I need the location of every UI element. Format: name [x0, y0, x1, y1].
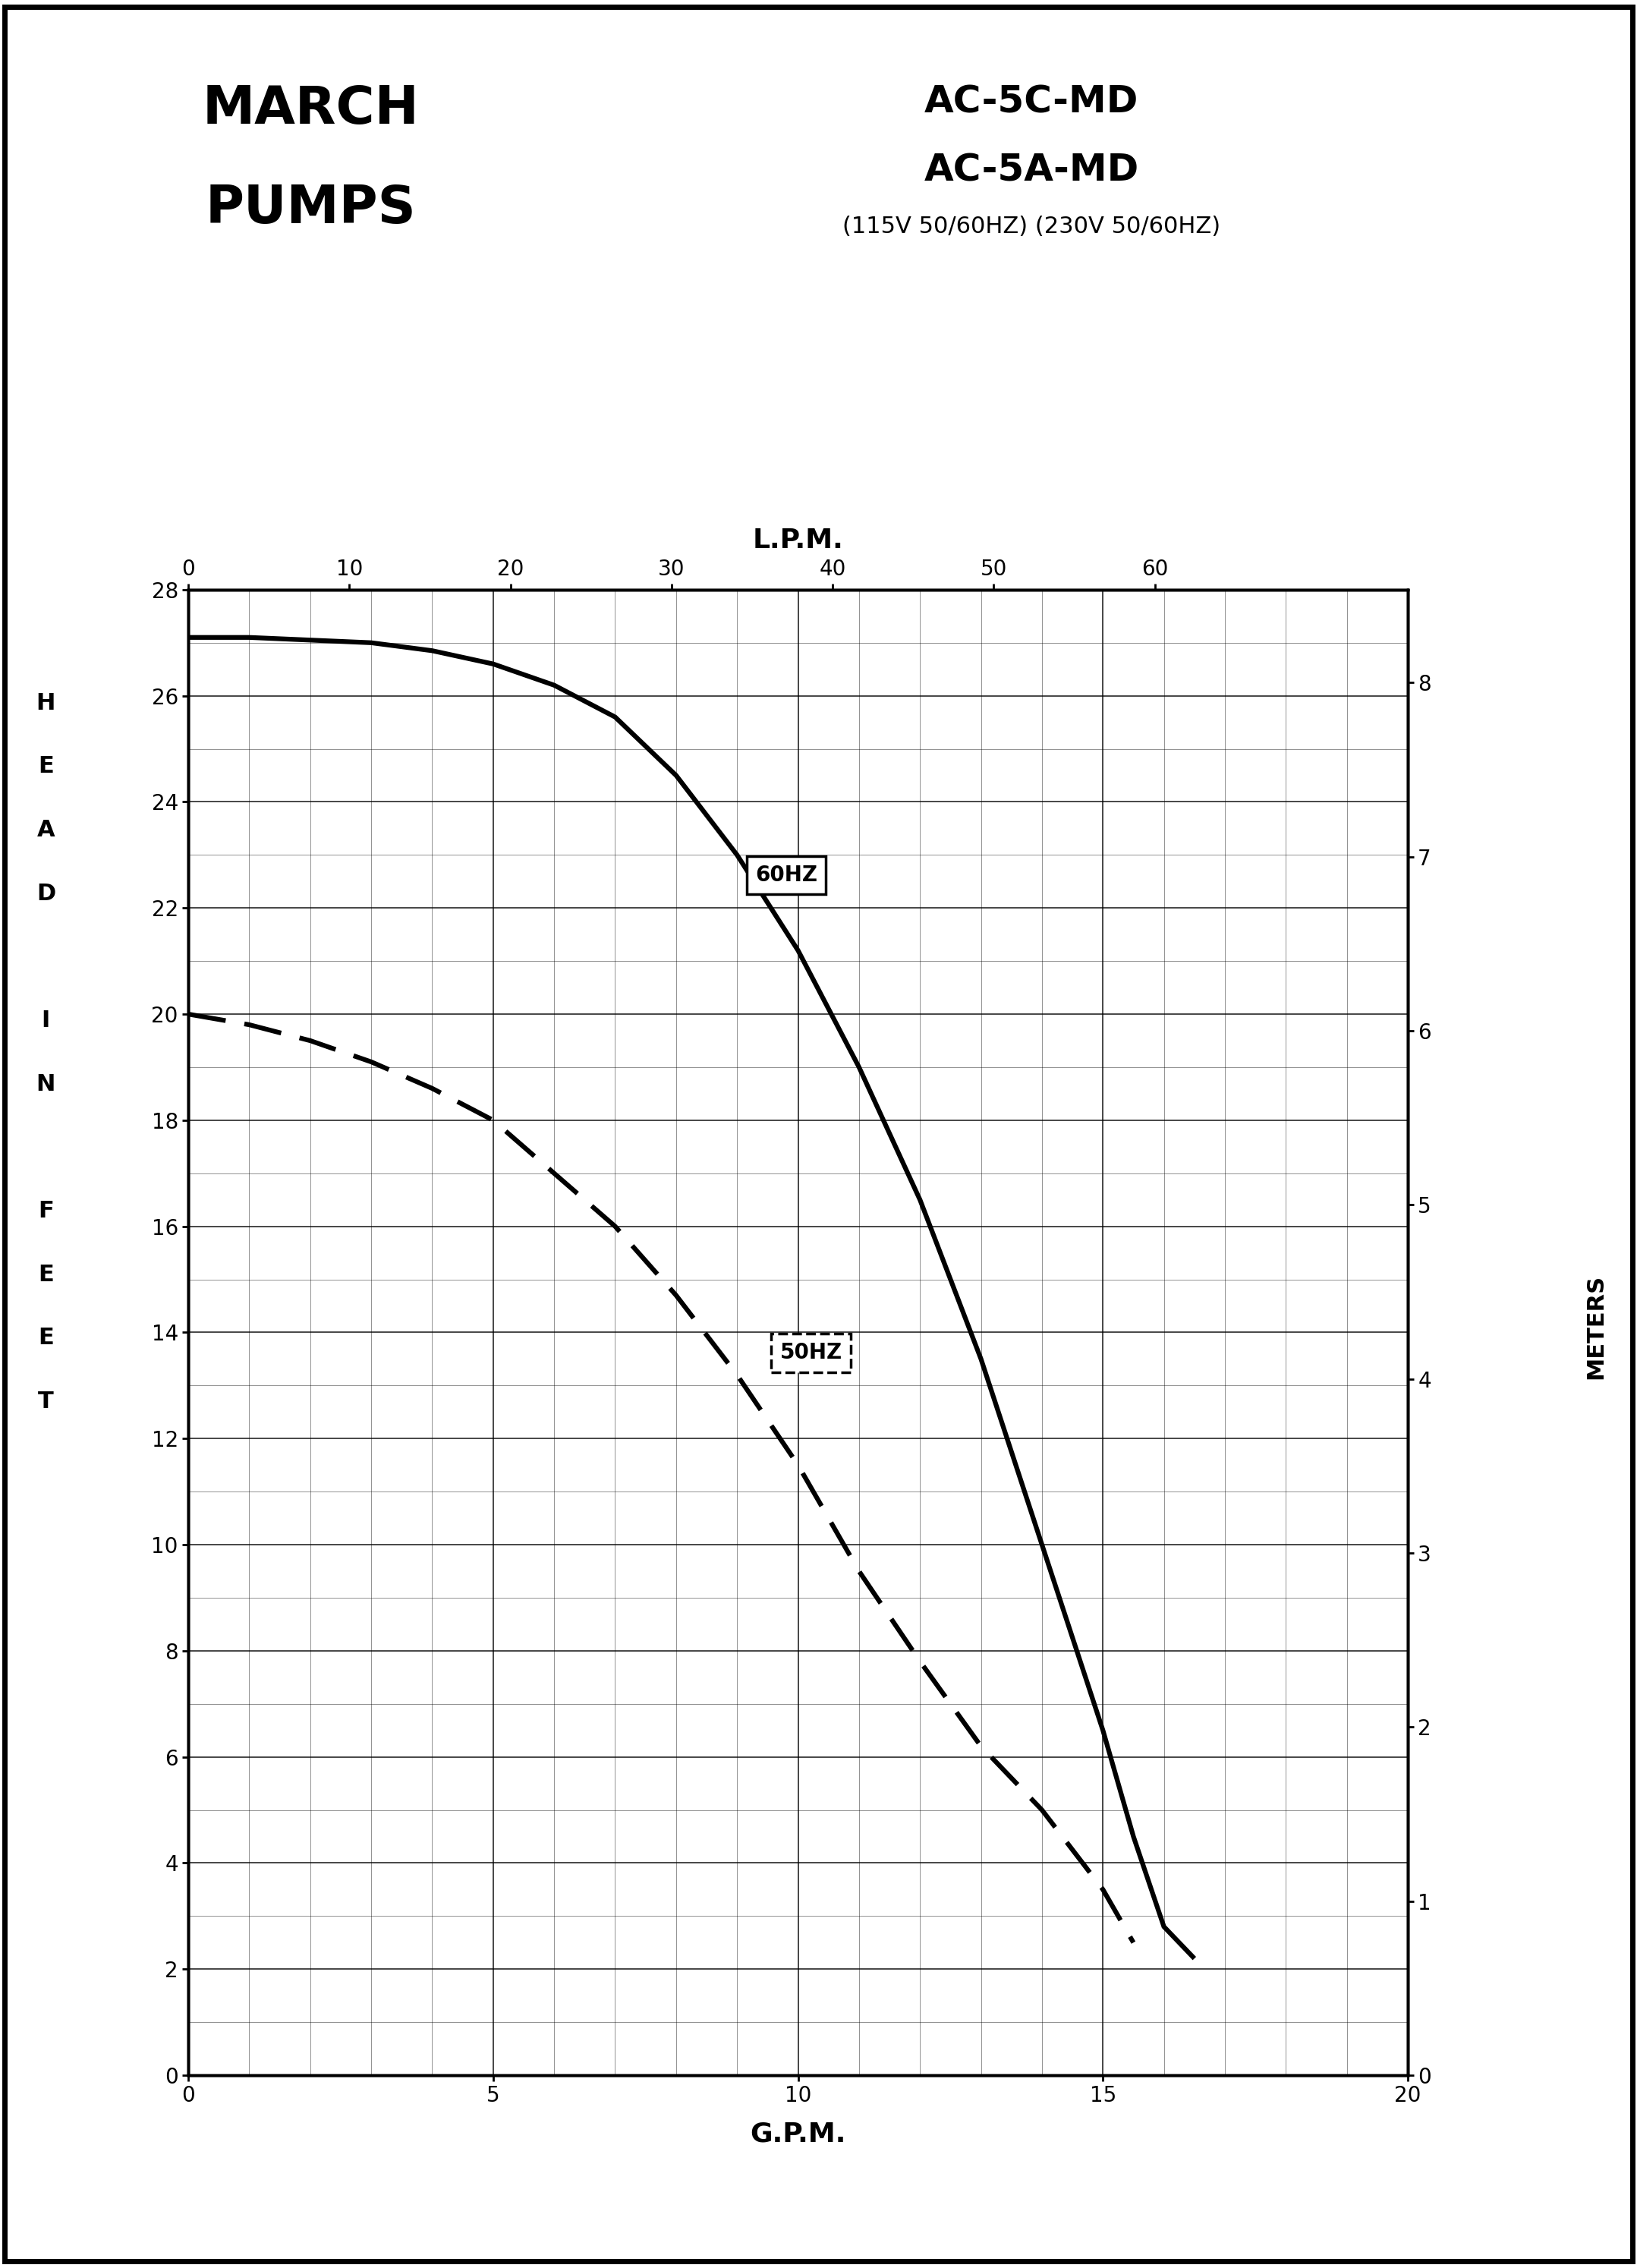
- Text: E: E: [38, 1263, 54, 1286]
- Text: H: H: [36, 692, 56, 714]
- Text: I: I: [41, 1009, 51, 1032]
- Text: PUMPS: PUMPS: [206, 184, 416, 234]
- Text: AC-5A-MD: AC-5A-MD: [923, 152, 1139, 188]
- Text: 50HZ: 50HZ: [779, 1343, 841, 1363]
- Text: F: F: [38, 1200, 54, 1222]
- Text: E: E: [38, 755, 54, 778]
- Text: AC-5C-MD: AC-5C-MD: [925, 84, 1138, 120]
- Text: N: N: [36, 1073, 56, 1095]
- Text: 60HZ: 60HZ: [755, 864, 817, 887]
- Text: (115V 50/60HZ) (230V 50/60HZ): (115V 50/60HZ) (230V 50/60HZ): [843, 215, 1220, 238]
- Text: T: T: [38, 1390, 54, 1413]
- Text: E: E: [38, 1327, 54, 1349]
- Text: MARCH: MARCH: [203, 84, 419, 134]
- Text: METERS: METERS: [1585, 1275, 1608, 1379]
- Text: D: D: [36, 882, 56, 905]
- X-axis label: G.P.M.: G.P.M.: [750, 2121, 846, 2148]
- Text: A: A: [38, 819, 54, 841]
- X-axis label: L.P.M.: L.P.M.: [753, 528, 843, 553]
